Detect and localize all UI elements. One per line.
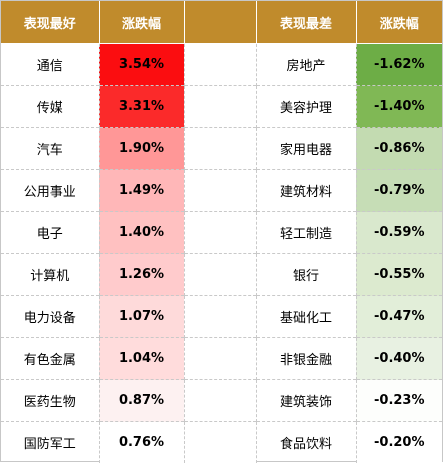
header-best-name: 表现最好 (1, 1, 99, 44)
worst-industry-name: 建筑材料 (256, 170, 356, 212)
table-row: 有色金属 1.04% 非银金融 -0.40% (1, 338, 442, 380)
worst-industry-name: 家用电器 (256, 128, 356, 170)
header-best-change: 涨跌幅 (99, 1, 184, 44)
table-row: 通信 3.54% 房地产 -1.62% (1, 44, 442, 86)
worst-industry-change: -1.40% (356, 86, 442, 128)
worst-industry-change: -0.55% (356, 254, 442, 296)
worst-industry-change: -0.40% (356, 338, 442, 380)
best-industry-name: 计算机 (1, 254, 99, 296)
best-industry-name: 汽车 (1, 128, 99, 170)
table-row: 传媒 3.31% 美容护理 -1.40% (1, 86, 442, 128)
table-row: 电力设备 1.07% 基础化工 -0.47% (1, 296, 442, 338)
best-industry-name: 通信 (1, 44, 99, 86)
best-industry-change: 1.40% (99, 212, 184, 254)
table-row: 公用事业 1.49% 建筑材料 -0.79% (1, 170, 442, 212)
header-row: 表现最好 涨跌幅 表现最差 涨跌幅 (1, 1, 442, 44)
row-spacer (184, 170, 256, 212)
row-spacer (184, 338, 256, 380)
worst-industry-name: 银行 (256, 254, 356, 296)
worst-industry-change: -0.59% (356, 212, 442, 254)
worst-industry-name: 轻工制造 (256, 212, 356, 254)
best-industry-name: 传媒 (1, 86, 99, 128)
row-spacer (184, 254, 256, 296)
row-spacer (184, 86, 256, 128)
best-industry-change: 0.76% (99, 422, 184, 463)
best-industry-change: 1.49% (99, 170, 184, 212)
best-industry-change: 3.54% (99, 44, 184, 86)
best-industry-change: 3.31% (99, 86, 184, 128)
worst-industry-name: 建筑装饰 (256, 380, 356, 422)
table-row: 医药生物 0.87% 建筑装饰 -0.23% (1, 380, 442, 422)
worst-industry-change: -0.47% (356, 296, 442, 338)
table-row: 电子 1.40% 轻工制造 -0.59% (1, 212, 442, 254)
best-industry-name: 电子 (1, 212, 99, 254)
worst-industry-name: 美容护理 (256, 86, 356, 128)
best-industry-change: 0.87% (99, 380, 184, 422)
best-industry-change: 1.26% (99, 254, 184, 296)
row-spacer (184, 380, 256, 422)
best-industry-change: 1.90% (99, 128, 184, 170)
header-worst-name: 表现最差 (256, 1, 356, 44)
best-industry-name: 医药生物 (1, 380, 99, 422)
best-industry-change: 1.07% (99, 296, 184, 338)
row-spacer (184, 44, 256, 86)
header-worst-change: 涨跌幅 (356, 1, 442, 44)
worst-industry-name: 食品饮料 (256, 422, 356, 463)
table-row: 汽车 1.90% 家用电器 -0.86% (1, 128, 442, 170)
best-industry-name: 国防军工 (1, 422, 99, 463)
worst-industry-change: -0.20% (356, 422, 442, 463)
worst-industry-name: 非银金融 (256, 338, 356, 380)
row-spacer (184, 212, 256, 254)
row-spacer (184, 128, 256, 170)
worst-industry-change: -1.62% (356, 44, 442, 86)
best-industry-name: 电力设备 (1, 296, 99, 338)
worst-industry-name: 房地产 (256, 44, 356, 86)
header-spacer (184, 1, 256, 44)
table-body: 通信 3.54% 房地产 -1.62% 传媒 3.31% 美容护理 -1.40%… (1, 44, 442, 463)
best-industry-name: 公用事业 (1, 170, 99, 212)
best-industry-name: 有色金属 (1, 338, 99, 380)
table-row: 国防军工 0.76% 食品饮料 -0.20% (1, 422, 442, 463)
row-spacer (184, 422, 256, 463)
table-row: 计算机 1.26% 银行 -0.55% (1, 254, 442, 296)
worst-industry-change: -0.79% (356, 170, 442, 212)
worst-industry-change: -0.86% (356, 128, 442, 170)
worst-industry-change: -0.23% (356, 380, 442, 422)
worst-industry-name: 基础化工 (256, 296, 356, 338)
row-spacer (184, 296, 256, 338)
best-industry-change: 1.04% (99, 338, 184, 380)
